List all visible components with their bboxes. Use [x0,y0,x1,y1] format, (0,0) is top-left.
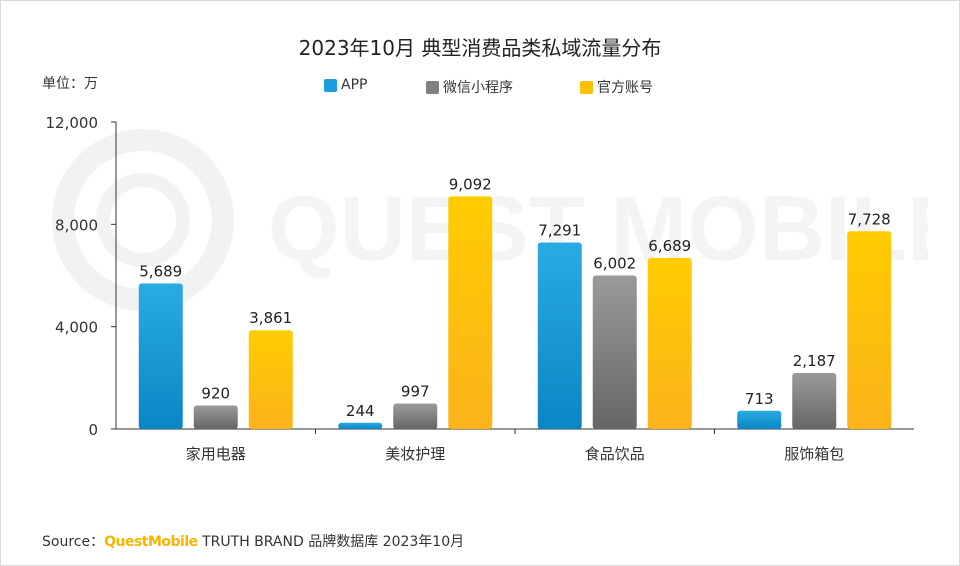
bar-微信小程序-服饰箱包 [792,373,837,429]
data-label: 6,002 [593,254,636,272]
bar-APP-家用电器 [138,283,183,429]
legend-item-app: APP [324,77,367,93]
bar-微信小程序-美妆护理 [393,403,438,429]
data-label: 244 [346,402,375,420]
legend-swatch-official [580,80,593,94]
unit-label: 单位：万 [42,76,98,92]
bar-官方账号-食品饮品 [647,257,692,429]
y-tick-label: 12,000 [46,114,99,132]
x-category-label: 美妆护理 [385,445,445,463]
data-label: 997 [401,382,430,400]
chart-title: 2023年10月 典型消费品类私域流量分布 [298,36,662,60]
y-tick-label: 4,000 [55,319,98,337]
data-label: 920 [201,384,230,402]
bar-官方账号-服饰箱包 [847,231,892,429]
x-category-label: 食品饮品 [585,445,645,463]
source-brand: QuestMobile [104,534,198,550]
bar-官方账号-美妆护理 [448,196,493,429]
bar-APP-食品饮品 [537,242,582,429]
source-prefix: Source： [42,534,105,550]
data-label: 713 [745,390,774,408]
data-label: 9,092 [449,175,492,193]
data-label: 7,291 [538,221,581,239]
legend-label-app: APP [341,77,368,93]
legend: APP 微信小程序 官方账号 [0,77,960,97]
data-label: 3,861 [249,309,292,327]
bar-APP-美妆护理 [338,422,383,429]
bar-APP-服饰箱包 [737,410,782,429]
legend-swatch-app [324,78,337,92]
legend-item-miniprogram: 微信小程序 [426,77,513,97]
x-category-label: 服饰箱包 [784,445,844,463]
data-label: 6,689 [648,237,691,255]
y-tick-label: 0 [88,421,98,439]
x-category-label: 家用电器 [186,445,246,463]
legend-swatch-miniprogram [426,80,439,94]
data-label: 2,187 [793,352,836,370]
y-tick-label: 8,000 [55,216,98,234]
bar-微信小程序-家用电器 [193,405,238,429]
source-note: Source：QuestMobile TRUTH BRAND 品牌数据库 202… [42,531,464,551]
legend-label-official: 官方账号 [597,80,653,96]
legend-label-miniprogram: 微信小程序 [443,80,513,96]
source-rest: TRUTH BRAND 品牌数据库 2023年10月 [202,534,465,550]
bar-微信小程序-食品饮品 [592,275,637,429]
bar-官方账号-家用电器 [248,330,293,429]
legend-item-official: 官方账号 [580,77,653,97]
data-label: 5,689 [139,262,182,280]
data-label: 7,728 [848,210,891,228]
